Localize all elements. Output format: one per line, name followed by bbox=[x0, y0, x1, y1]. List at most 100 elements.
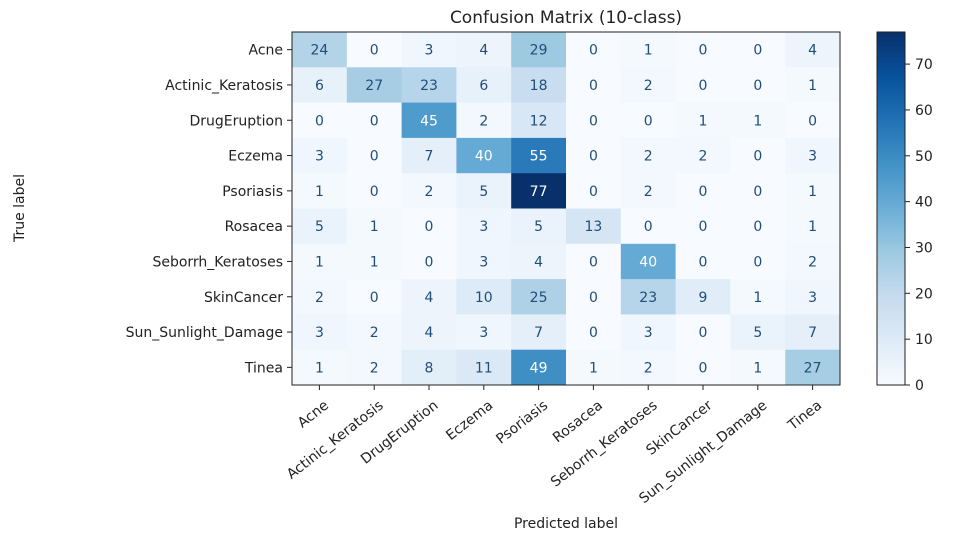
cell-value: 2 bbox=[808, 254, 817, 270]
cell-value: 1 bbox=[370, 254, 379, 270]
cell-value: 0 bbox=[808, 113, 817, 129]
heatmap-cell bbox=[292, 102, 348, 139]
cell-value: 7 bbox=[534, 325, 543, 341]
matrix-frame bbox=[291, 31, 841, 386]
heatmap-cell bbox=[620, 32, 676, 68]
cell-value: 6 bbox=[479, 78, 488, 94]
heatmap-cell bbox=[785, 243, 841, 280]
cell-value: 0 bbox=[753, 254, 762, 270]
heatmap-cell bbox=[785, 173, 841, 209]
cell-value: 4 bbox=[479, 43, 488, 59]
heatmap-cell bbox=[511, 137, 567, 174]
heatmap-cell bbox=[785, 208, 841, 245]
cell-value: 0 bbox=[644, 113, 653, 129]
cell-value: 25 bbox=[530, 290, 548, 306]
cell-value: 0 bbox=[753, 219, 762, 235]
heatmap-cell bbox=[785, 314, 841, 351]
heatmap-cell bbox=[566, 32, 622, 68]
heatmap-cell bbox=[785, 32, 841, 68]
heatmap-cell bbox=[511, 314, 567, 351]
row-tick-label: Actinic_Keratosis bbox=[165, 78, 283, 94]
cell-value: 0 bbox=[699, 219, 708, 235]
heatmap-cell bbox=[730, 314, 786, 351]
heatmap-cell bbox=[456, 137, 512, 174]
heatmap-cell bbox=[346, 173, 402, 209]
cell-value: 3 bbox=[315, 325, 324, 341]
heatmap-cell bbox=[511, 243, 567, 280]
heatmap-cell bbox=[292, 349, 348, 386]
heatmap-cell bbox=[566, 349, 622, 386]
heatmap-cell bbox=[620, 349, 676, 386]
row-tick-label: Tinea bbox=[244, 360, 283, 376]
heatmap-cell bbox=[456, 314, 512, 351]
colorbar-tick-label: 10 bbox=[915, 332, 933, 348]
cell-value: 27 bbox=[365, 78, 383, 94]
heatmap-cell bbox=[511, 67, 567, 103]
cell-value: 1 bbox=[315, 184, 324, 200]
heatmap-cell bbox=[785, 349, 841, 386]
cell-value: 0 bbox=[753, 43, 762, 59]
cell-value: 5 bbox=[534, 219, 543, 235]
heatmap-cell bbox=[401, 32, 457, 68]
heatmap-cells: 24 0 3 4 29 0 1 0 0 46 27 23 6 18 0 2 0 0 10 0 45 2 12 0 0 1 1 03 0 7… bbox=[291, 31, 841, 386]
colorbar-tick-label: 70 bbox=[915, 57, 933, 73]
heatmap-cell bbox=[620, 279, 676, 315]
heatmap-cell bbox=[620, 67, 676, 103]
cell-value: 2 bbox=[644, 78, 653, 94]
cell-value: 0 bbox=[699, 184, 708, 200]
y-axis-title: True label bbox=[12, 174, 28, 243]
cell-value: 3 bbox=[479, 219, 488, 235]
heatmap-cell bbox=[511, 32, 567, 68]
cell-value: 1 bbox=[808, 78, 817, 94]
heatmap-cell bbox=[401, 349, 457, 386]
heatmap-cell bbox=[346, 279, 402, 315]
row-labels: Acne Actinic_Keratosis DrugEruption Eczema P… bbox=[126, 43, 292, 376]
cell-value: 18 bbox=[530, 78, 548, 94]
heatmap-cell bbox=[401, 243, 457, 280]
heatmap-cell bbox=[675, 102, 731, 139]
cell-value: 55 bbox=[530, 149, 548, 165]
heatmap-cell bbox=[292, 173, 348, 209]
cell-value: 24 bbox=[310, 43, 328, 59]
cell-value: 1 bbox=[808, 184, 817, 200]
heatmap-cell bbox=[401, 102, 457, 139]
cell-value: 0 bbox=[425, 254, 434, 270]
heatmap-cell bbox=[675, 314, 731, 351]
row-tick-label: Psoriasis bbox=[222, 184, 283, 200]
heatmap-cell bbox=[675, 243, 731, 280]
cell-value: 77 bbox=[530, 184, 548, 200]
column-tick-label: Tinea bbox=[784, 398, 825, 435]
heatmap-cell bbox=[456, 32, 512, 68]
column-tick-label: Eczema bbox=[443, 398, 496, 444]
heatmap-cell bbox=[511, 208, 567, 245]
cell-value: 2 bbox=[479, 113, 488, 129]
heatmap-cell bbox=[675, 137, 731, 174]
cell-value: 3 bbox=[315, 149, 324, 165]
cell-value: 6 bbox=[315, 78, 324, 94]
heatmap-cell bbox=[566, 173, 622, 209]
heatmap-cell bbox=[730, 137, 786, 174]
row-tick-label: DrugEruption bbox=[190, 113, 283, 129]
cell-value: 1 bbox=[753, 290, 762, 306]
x-axis-title: Predicted label bbox=[514, 516, 618, 532]
cell-value: 0 bbox=[370, 290, 379, 306]
cell-value: 40 bbox=[639, 254, 657, 270]
heatmap-cell bbox=[785, 102, 841, 139]
cell-value: 4 bbox=[425, 290, 434, 306]
cell-value: 1 bbox=[808, 219, 817, 235]
cell-value: 11 bbox=[475, 360, 493, 376]
cell-value: 13 bbox=[584, 219, 602, 235]
cell-value: 12 bbox=[530, 113, 548, 129]
cell-value: 49 bbox=[530, 360, 548, 376]
heatmap-cell bbox=[346, 208, 402, 245]
column-tick-label: Acne bbox=[295, 398, 332, 432]
heatmap-cell bbox=[620, 314, 676, 351]
heatmap-cell bbox=[620, 173, 676, 209]
cell-value: 3 bbox=[425, 43, 434, 59]
cell-value: 0 bbox=[699, 360, 708, 376]
heatmap-cell bbox=[675, 32, 731, 68]
cell-value: 0 bbox=[753, 184, 762, 200]
cell-value: 0 bbox=[753, 78, 762, 94]
